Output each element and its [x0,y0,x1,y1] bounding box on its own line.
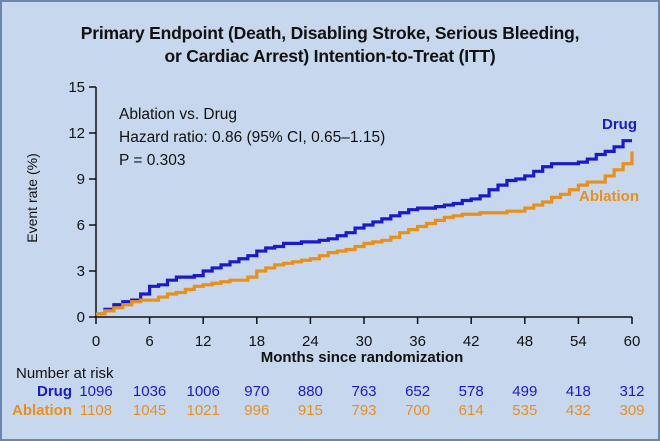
risk-cell-drug: 652 [405,383,431,400]
annotation-p-value: P = 0.303 [119,152,186,169]
y-tick-label: 6 [77,217,85,234]
risk-cell-drug: 763 [351,383,377,400]
series-line-drug [96,139,632,316]
x-tick-label: 36 [409,333,426,350]
risk-cell-ablation: 793 [351,402,377,419]
risk-table-title: Number at risk [16,365,114,382]
annotation-hazard-ratio: Hazard ratio: 0.86 (95% CI, 0.65–1.15) [119,129,386,146]
risk-cell-ablation: 996 [244,402,270,419]
annotation-comparison: Ablation vs. Drug [119,106,238,123]
chart-title-line2: or Cardiac Arrest) Intention-to-Treat (I… [164,46,496,66]
risk-cell-drug: 312 [619,383,645,400]
x-tick-label: 60 [624,333,641,350]
chart-title-line1: Primary Endpoint (Death, Disabling Strok… [80,23,580,43]
x-tick-label: 0 [92,333,100,350]
risk-row-label-ablation: Ablation [12,402,72,419]
risk-cell-ablation: 915 [297,402,323,419]
risk-cell-drug: 499 [512,383,538,400]
risk-cell-ablation: 1021 [186,402,220,419]
risk-cell-ablation: 614 [458,402,484,419]
risk-cell-ablation: 1045 [132,402,167,419]
risk-cell-drug: 1096 [79,383,113,400]
x-tick-label: 30 [356,333,373,350]
y-tick-label: 12 [68,125,85,142]
y-axis-label: Event rate (%) [24,153,40,243]
risk-cell-ablation: 535 [512,402,538,419]
risk-cell-ablation: 432 [565,402,591,419]
x-axis-label: Months since randomization [260,349,464,366]
x-tick-label: 6 [145,333,153,350]
x-tick-label: 48 [516,333,533,350]
y-tick-label: 9 [77,171,85,188]
x-tick-label: 24 [302,333,319,350]
x-tick-label: 18 [248,333,265,350]
risk-cell-ablation: 700 [405,402,431,419]
risk-cell-drug: 578 [458,383,484,400]
y-tick-label: 3 [77,263,85,280]
risk-cell-drug: 418 [565,383,591,400]
series-label-drug: Drug [602,116,637,133]
risk-cell-drug: 880 [297,383,323,400]
risk-cell-drug: 1006 [186,383,220,400]
y-tick-label: 0 [77,309,85,326]
x-tick-label: 12 [195,333,212,350]
risk-cell-drug: 1036 [132,383,167,400]
risk-cell-drug: 970 [244,383,270,400]
risk-row-label-drug: Drug [37,383,72,400]
y-tick-label: 15 [68,79,85,96]
series-line-ablation [96,151,634,316]
risk-cell-ablation: 1108 [79,402,113,419]
x-tick-label: 54 [570,333,587,350]
risk-cell-ablation: 309 [619,402,645,419]
series-label-ablation: Ablation [579,188,639,205]
x-tick-label: 42 [463,333,480,350]
